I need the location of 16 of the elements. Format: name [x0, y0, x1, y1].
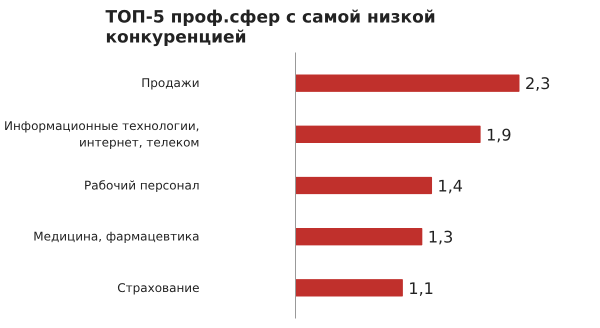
y-tick-label: Страхование: [117, 280, 200, 295]
data-label: 1,4: [438, 176, 463, 196]
y-tick-label: Продажи: [141, 76, 200, 90]
bar: [296, 176, 432, 194]
y-tick-label: Информационные технологии, интернет, телеком: [4, 118, 200, 150]
y-tick-label: Рабочий персонал: [84, 178, 200, 192]
bar: [296, 228, 422, 246]
bar: [296, 74, 520, 92]
data-label: 1,3: [428, 228, 454, 247]
y-tick-label: Медицина, фармацевтика: [33, 230, 200, 244]
data-label: 2,3: [524, 74, 550, 94]
bar: [296, 279, 403, 296]
chart-title: ТОП-5 проф.сфер с самой низкой конкуренцией: [106, 8, 436, 48]
data-label: 1,9: [486, 125, 512, 144]
bar: [296, 126, 481, 144]
data-label: 1,1: [408, 278, 434, 298]
